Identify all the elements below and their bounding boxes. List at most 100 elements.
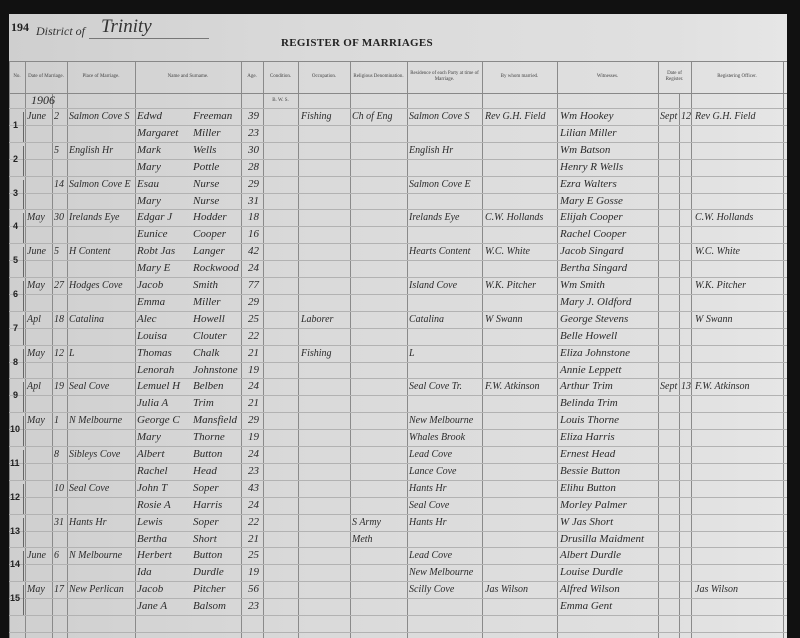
marriage-day: 27 bbox=[54, 280, 64, 291]
column-rule bbox=[135, 61, 136, 638]
bride-first-name: Mary bbox=[137, 160, 161, 173]
bride-age: 19 bbox=[248, 566, 259, 579]
witness: Eliza Johnstone bbox=[560, 346, 630, 359]
groom-surname: Belben bbox=[193, 380, 224, 393]
bride-age: 28 bbox=[248, 160, 259, 173]
entry-bracket bbox=[23, 382, 25, 413]
groom-surname: Pitcher bbox=[193, 583, 226, 596]
bride-first-name: Emma bbox=[137, 295, 166, 308]
column-rule bbox=[67, 61, 68, 638]
groom-age: 22 bbox=[248, 515, 259, 528]
register-page: 194 District of Trinity REGISTER OF MARR… bbox=[9, 14, 787, 638]
marriage-day: 1 bbox=[54, 415, 59, 427]
groom-age: 29 bbox=[248, 177, 259, 190]
entry-number: 1 bbox=[13, 120, 19, 130]
marriage-place: N Melbourne bbox=[69, 550, 123, 562]
bride-residence: Lance Cove bbox=[409, 465, 457, 477]
bride-first-name: Bertha bbox=[137, 532, 167, 545]
bride-surname: Johnstone bbox=[193, 363, 238, 376]
column-rule bbox=[407, 61, 408, 638]
bride-age: 22 bbox=[248, 329, 259, 342]
entry-number: 15 bbox=[10, 593, 21, 604]
witness: Morley Palmer bbox=[560, 498, 627, 511]
witness: Bessie Button bbox=[560, 464, 621, 477]
witness: Wm Hookey bbox=[560, 110, 614, 122]
bride-age: 19 bbox=[248, 363, 259, 376]
married-by: W.K. Pitcher bbox=[485, 280, 537, 291]
condition-subheader: B. W. S. bbox=[272, 98, 289, 103]
groom-residence: Seal Cove Tr. bbox=[409, 381, 463, 393]
column-header: Date of Register. bbox=[665, 71, 684, 82]
bride-surname: Short bbox=[193, 532, 217, 545]
witness: Jacob Singard bbox=[560, 245, 624, 258]
witness: Emma Gent bbox=[560, 600, 613, 613]
marriage-day: 14 bbox=[54, 178, 64, 190]
witness: Wm Smith bbox=[560, 279, 605, 291]
witness: George Stevens bbox=[560, 312, 629, 325]
groom-first-name: Edwd bbox=[137, 110, 163, 122]
ruled-line bbox=[9, 631, 787, 633]
ruled-line bbox=[9, 496, 787, 498]
bride-first-name: Louisa bbox=[137, 329, 167, 342]
groom-first-name: Robt Jas bbox=[137, 245, 176, 258]
groom-surname: Soper bbox=[193, 481, 219, 494]
registering-officer: F.W. Atkinson bbox=[695, 381, 750, 393]
entry-number: 13 bbox=[10, 525, 21, 536]
groom-residence: Island Cove bbox=[409, 280, 458, 291]
groom-residence: Irelands Eye bbox=[409, 212, 460, 224]
entry-number: 7 bbox=[13, 322, 19, 333]
registering-officer: W.C. White bbox=[695, 246, 740, 258]
register-month: Sept bbox=[660, 111, 678, 122]
witness: Henry R Wells bbox=[560, 160, 624, 173]
marriage-day: 30 bbox=[54, 212, 64, 224]
registering-officer: C.W. Hollands bbox=[695, 212, 754, 224]
ruled-line bbox=[9, 513, 787, 515]
groom-first-name: Albert bbox=[137, 448, 165, 460]
registering-officer: W Swann bbox=[695, 313, 733, 325]
witness: Mary E Gosse bbox=[560, 194, 623, 207]
married-by: Jas Wilson bbox=[485, 584, 529, 596]
marriage-place: Irelands Eye bbox=[69, 212, 120, 224]
groom-residence: Salmon Cove E bbox=[409, 178, 471, 190]
groom-surname: Nurse bbox=[193, 177, 220, 190]
bride-residence: Seal Cove bbox=[409, 499, 450, 511]
entry-bracket bbox=[23, 348, 25, 379]
ruled-line bbox=[9, 378, 787, 380]
groom-first-name: Alec bbox=[137, 312, 157, 325]
groom-age: 42 bbox=[248, 245, 259, 258]
ruled-line bbox=[9, 175, 787, 177]
entry-number: 8 bbox=[13, 356, 19, 367]
groom-first-name: George C bbox=[137, 414, 180, 427]
bride-first-name: Ida bbox=[137, 566, 152, 579]
witness: Louis Thorne bbox=[560, 414, 619, 427]
groom-religion: Ch of Eng bbox=[352, 111, 393, 122]
groom-surname: Chalk bbox=[193, 346, 220, 359]
marriage-month: Apl bbox=[27, 381, 41, 393]
marriage-month: June bbox=[27, 111, 46, 122]
entry-number: 11 bbox=[10, 458, 20, 468]
witness: W Jas Short bbox=[560, 515, 614, 528]
witness: Louise Durdle bbox=[560, 566, 623, 579]
groom-first-name: Lewis bbox=[137, 515, 163, 528]
year: 1906 bbox=[31, 93, 55, 107]
marriage-place: Catalina bbox=[69, 313, 105, 325]
bride-religion: Meth bbox=[352, 533, 373, 545]
bride-surname: Balsom bbox=[193, 600, 226, 613]
groom-first-name: Esau bbox=[137, 177, 159, 190]
bride-age: 24 bbox=[248, 498, 259, 511]
marriage-day: 12 bbox=[54, 347, 64, 359]
bride-first-name: Julia A bbox=[137, 397, 169, 410]
bride-surname: Miller bbox=[193, 295, 221, 308]
groom-age: 56 bbox=[248, 583, 259, 596]
groom-first-name: Edgar J bbox=[137, 211, 173, 224]
marriage-place: Salmon Cove E bbox=[69, 178, 131, 190]
entry-bracket bbox=[23, 416, 25, 446]
ruled-line bbox=[9, 108, 787, 109]
marriage-place: Hodges Cove bbox=[69, 280, 123, 291]
groom-surname: Button bbox=[193, 549, 223, 562]
column-header: By whom married. bbox=[500, 74, 539, 79]
column-rule bbox=[691, 61, 692, 638]
witness: Bertha Singard bbox=[560, 262, 628, 275]
groom-surname: Button bbox=[193, 448, 223, 460]
marriage-place: Sibleys Cove bbox=[69, 449, 121, 460]
